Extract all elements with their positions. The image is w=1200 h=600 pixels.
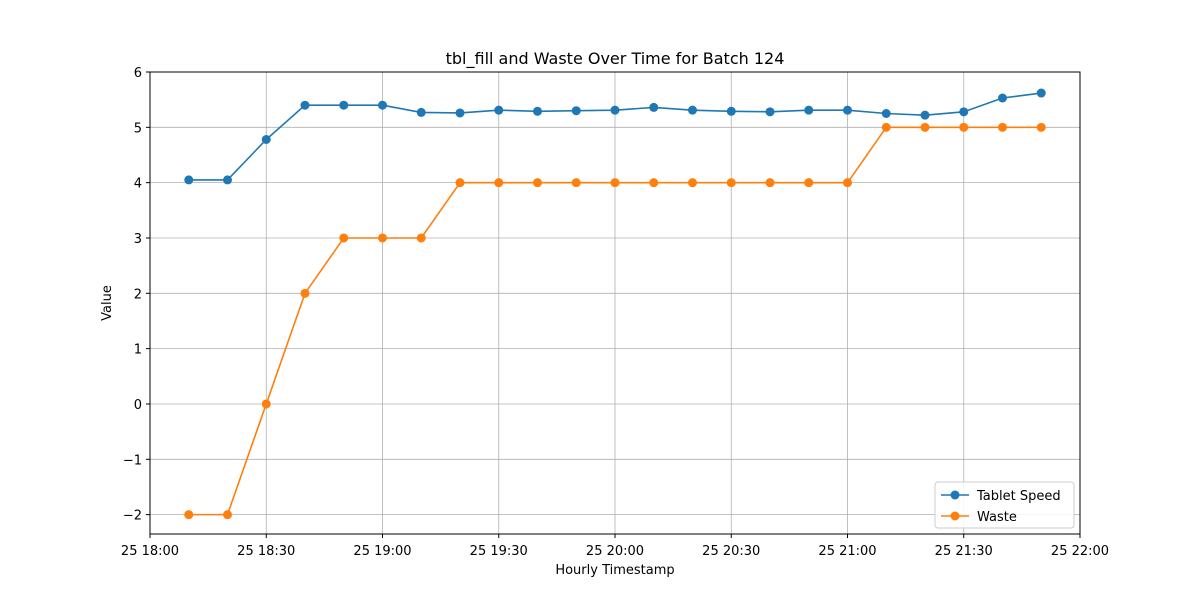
x-tick-label: 25 20:30 [702,544,760,559]
legend: Tablet Speed Waste [934,481,1075,529]
data-point-waste [959,122,969,132]
data-point-tablet-speed [610,105,620,115]
data-point-tablet-speed [533,106,542,116]
data-point-waste [610,178,620,188]
data-point-tablet-speed [223,175,232,185]
data-point-tablet-speed [649,102,659,112]
y-tick-label: 4 [134,177,142,192]
x-tick-label: 25 18:00 [121,544,179,559]
y-axis: −2 −1 0 1 2 3 4 5 6 [123,66,150,524]
y-tick-label: 6 [134,66,142,81]
data-point-tablet-speed [765,107,775,117]
y-tick-label: 0 [134,398,142,413]
x-axis-label: Hourly Timestamp [555,563,674,578]
data-point-waste [726,178,736,188]
legend-box [934,481,1075,529]
data-point-waste [765,178,775,188]
data-point-waste [261,399,271,409]
data-point-waste [649,178,659,188]
y-tick-label: 3 [134,232,142,247]
data-point-waste [455,178,465,188]
series-tablet-speed [184,88,1046,185]
legend-marker [950,490,960,500]
data-point-waste [920,122,930,132]
data-point-tablet-speed [804,105,814,115]
legend-label: Tablet Speed [976,489,1061,504]
data-point-tablet-speed [688,105,697,115]
data-point-waste [843,178,852,188]
data-point-waste [881,122,891,132]
x-axis: 25 18:00 25 18:30 25 19:00 25 19:30 25 20:00… [121,534,1109,559]
data-point-waste [998,122,1007,132]
data-point-tablet-speed [416,107,426,117]
data-point-waste [300,288,310,298]
data-point-tablet-speed [300,100,310,110]
data-point-waste [533,178,542,188]
y-tick-label: −1 [123,453,142,468]
x-tick-label: 25 19:30 [470,544,528,559]
data-point-waste [416,233,426,243]
grid [149,71,1081,534]
data-point-tablet-speed [455,108,465,118]
data-point-tablet-speed [339,100,349,110]
x-tick-label: 25 21:30 [935,544,993,559]
legend-label: Waste [977,510,1017,525]
data-point-tablet-speed [998,93,1007,103]
data-point-waste [571,178,581,188]
x-tick-label: 25 19:00 [353,544,411,559]
data-point-tablet-speed [881,108,891,118]
y-tick-label: 5 [134,121,142,136]
y-tick-label: 1 [134,343,142,358]
x-tick-label: 25 20:00 [586,544,644,559]
data-point-tablet-speed [843,105,852,115]
data-point-tablet-speed [959,107,969,117]
data-point-tablet-speed [494,105,504,115]
data-point-tablet-speed [1036,88,1046,98]
legend-marker [950,511,960,521]
x-tick-label: 25 22:00 [1051,544,1109,559]
data-point-waste [494,178,504,188]
series-waste [184,122,1046,520]
x-tick-label: 25 18:30 [237,544,295,559]
data-point-tablet-speed [261,135,271,145]
data-point-waste [339,233,349,243]
data-point-tablet-speed [571,106,581,116]
data-point-waste [378,233,387,243]
data-point-waste [804,178,814,188]
y-tick-label: 2 [134,287,142,302]
data-point-tablet-speed [378,100,387,110]
data-point-waste [688,178,697,188]
data-point-tablet-speed [726,106,736,116]
data-point-waste [1036,122,1046,132]
data-point-waste [184,510,194,520]
y-axis-label: Value [100,285,115,321]
chart-title: tbl_fill and Waste Over Time for Batch 1… [446,49,785,69]
data-point-tablet-speed [184,175,194,185]
data-point-waste [223,510,232,520]
data-point-tablet-speed [920,110,930,120]
y-tick-label: −2 [123,509,142,524]
x-tick-label: 25 21:00 [818,544,876,559]
series-layer [184,88,1046,520]
